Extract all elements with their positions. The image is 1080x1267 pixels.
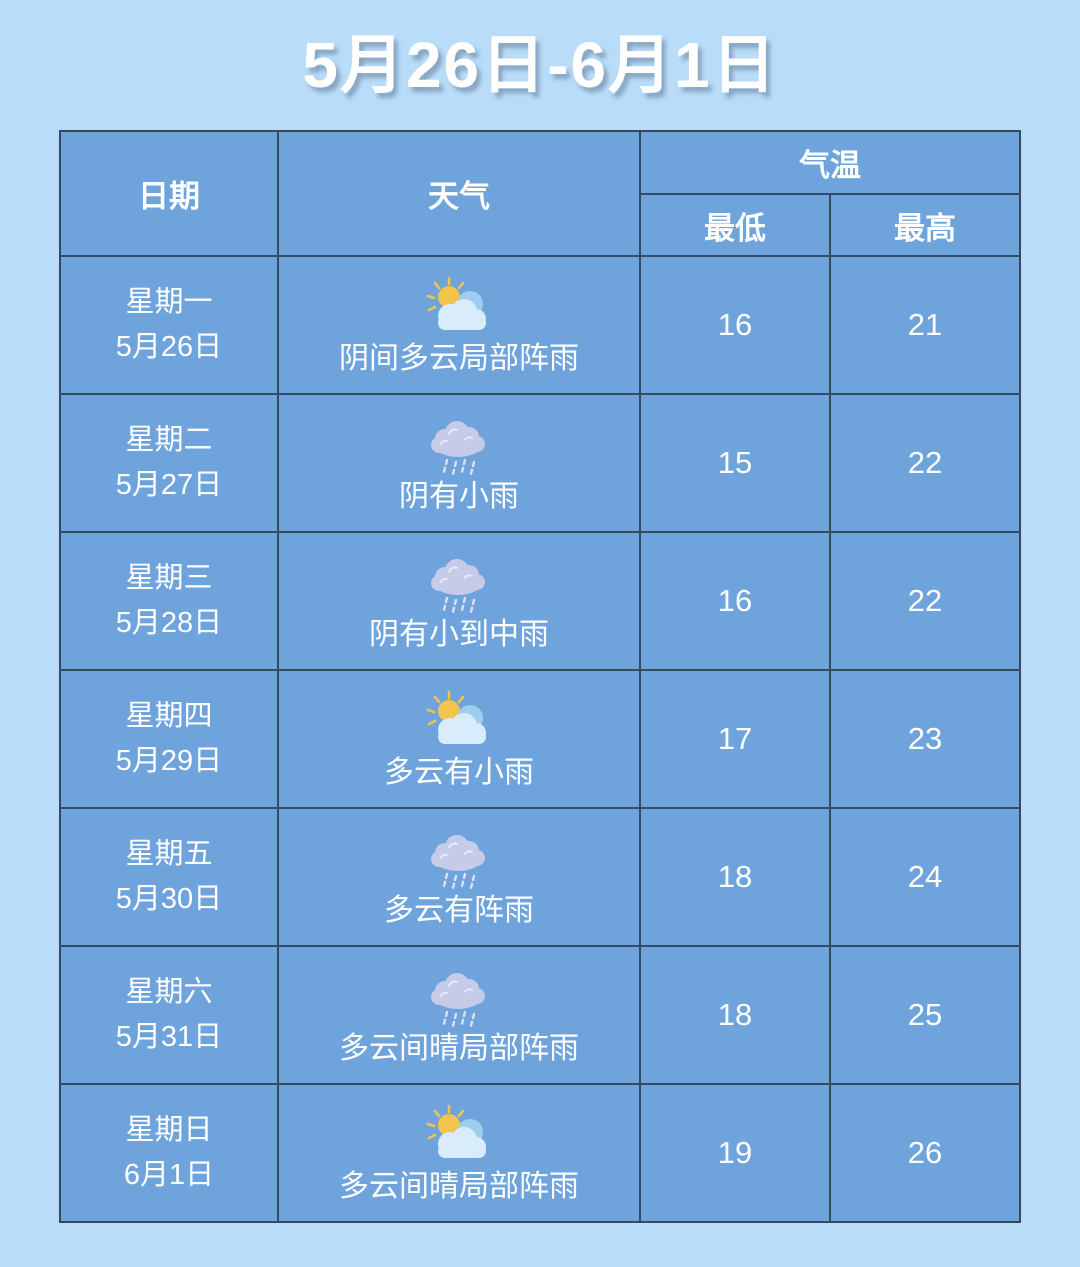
header-temperature: 气温 [639, 130, 1021, 195]
low-temp-value: 19 [717, 1135, 753, 1170]
high-temp-value: 22 [907, 583, 943, 618]
low-temp-value: 16 [717, 307, 753, 342]
weather-cell: 多云间晴局部阵雨 [277, 1083, 641, 1223]
high-temp-value: 21 [907, 307, 943, 342]
weather-description: 阴有小到中雨 [369, 618, 549, 651]
date-label: 5月30日 [115, 883, 223, 915]
high-temp-cell: 25 [829, 945, 1021, 1085]
date-cell: 星期日 6月1日 [59, 1083, 279, 1223]
date-label: 5月31日 [115, 1021, 223, 1053]
date-label: 5月27日 [115, 469, 223, 501]
date-cell: 星期一 5月26日 [59, 255, 279, 395]
rain-cloud-icon [419, 828, 499, 892]
header-date: 日期 [59, 130, 279, 257]
weekday-label: 星期六 [125, 976, 213, 1008]
header-high: 最高 [829, 193, 1021, 257]
high-temp-cell: 21 [829, 255, 1021, 395]
high-temp-cell: 22 [829, 393, 1021, 533]
low-temp-cell: 17 [639, 669, 831, 809]
weather-description: 多云间晴局部阵雨 [339, 1170, 579, 1203]
weather-description: 多云间晴局部阵雨 [339, 1032, 579, 1065]
weather-description: 多云有阵雨 [384, 894, 534, 927]
low-temp-cell: 18 [639, 807, 831, 947]
rain-cloud-icon [419, 552, 499, 616]
table-row: 星期六 5月31日 多云间晴局部阵雨 18 25 [59, 945, 1021, 1085]
weather-description: 阴有小雨 [399, 480, 519, 513]
date-cell: 星期三 5月28日 [59, 531, 279, 671]
sun-cloud-icon [419, 690, 499, 754]
high-temp-value: 22 [907, 445, 943, 480]
high-temp-value: 25 [907, 997, 943, 1032]
page-title: 5月26日-6月1日 [302, 29, 778, 101]
header-low: 最低 [639, 193, 831, 257]
sun-cloud-icon [419, 1104, 499, 1168]
low-temp-value: 17 [717, 721, 753, 756]
low-temp-value: 18 [717, 997, 753, 1032]
low-temp-value: 15 [717, 445, 753, 480]
sun-cloud-icon [419, 276, 499, 340]
weather-description: 多云有小雨 [384, 756, 534, 789]
date-cell: 星期六 5月31日 [59, 945, 279, 1085]
date-cell: 星期五 5月30日 [59, 807, 279, 947]
high-temp-cell: 26 [829, 1083, 1021, 1223]
date-cell: 星期二 5月27日 [59, 393, 279, 533]
weather-description: 阴间多云局部阵雨 [339, 342, 579, 375]
forecast-table-body: 星期一 5月26日 阴间多云局部阵雨 16 21 星期二 5月27日 [59, 255, 1021, 1223]
date-label: 6月1日 [123, 1159, 215, 1191]
high-temp-value: 23 [907, 721, 943, 756]
weekday-label: 星期日 [125, 1114, 213, 1146]
table-row: 星期一 5月26日 阴间多云局部阵雨 16 21 [59, 255, 1021, 395]
weather-cell: 多云有阵雨 [277, 807, 641, 947]
date-label: 5月29日 [115, 745, 223, 777]
table-row: 星期四 5月29日 多云有小雨 17 23 [59, 669, 1021, 809]
weekday-label: 星期五 [125, 838, 213, 870]
table-row: 星期五 5月30日 多云有阵雨 18 24 [59, 807, 1021, 947]
weather-cell: 阴有小雨 [277, 393, 641, 533]
weekday-label: 星期二 [125, 424, 213, 456]
date-label: 5月26日 [115, 331, 223, 363]
low-temp-cell: 16 [639, 531, 831, 671]
table-row: 星期二 5月27日 阴有小雨 15 22 [59, 393, 1021, 533]
date-label: 5月28日 [115, 607, 223, 639]
high-temp-value: 24 [907, 859, 943, 894]
low-temp-cell: 19 [639, 1083, 831, 1223]
date-cell: 星期四 5月29日 [59, 669, 279, 809]
low-temp-cell: 18 [639, 945, 831, 1085]
low-temp-value: 16 [717, 583, 753, 618]
weekday-label: 星期四 [125, 700, 213, 732]
weather-cell: 阴有小到中雨 [277, 531, 641, 671]
rain-cloud-icon [419, 414, 499, 478]
high-temp-cell: 22 [829, 531, 1021, 671]
high-temp-cell: 23 [829, 669, 1021, 809]
high-temp-cell: 24 [829, 807, 1021, 947]
weather-cell: 多云有小雨 [277, 669, 641, 809]
table-row: 星期日 6月1日 多云间晴局部阵雨 19 26 [59, 1083, 1021, 1223]
low-temp-cell: 15 [639, 393, 831, 533]
weather-cell: 多云间晴局部阵雨 [277, 945, 641, 1085]
weekday-label: 星期三 [125, 562, 213, 594]
weather-cell: 阴间多云局部阵雨 [277, 255, 641, 395]
rain-cloud-icon [419, 966, 499, 1030]
low-temp-cell: 16 [639, 255, 831, 395]
low-temp-value: 18 [717, 859, 753, 894]
table-row: 星期三 5月28日 阴有小到中雨 16 22 [59, 531, 1021, 671]
header-weather: 天气 [277, 130, 641, 257]
weather-forecast-table: 日期 天气 气温 最低 最高 星期一 5月26日 阴间多云局部阵雨 16 21 [59, 130, 1021, 1223]
high-temp-value: 26 [907, 1135, 943, 1170]
weekday-label: 星期一 [125, 286, 213, 318]
